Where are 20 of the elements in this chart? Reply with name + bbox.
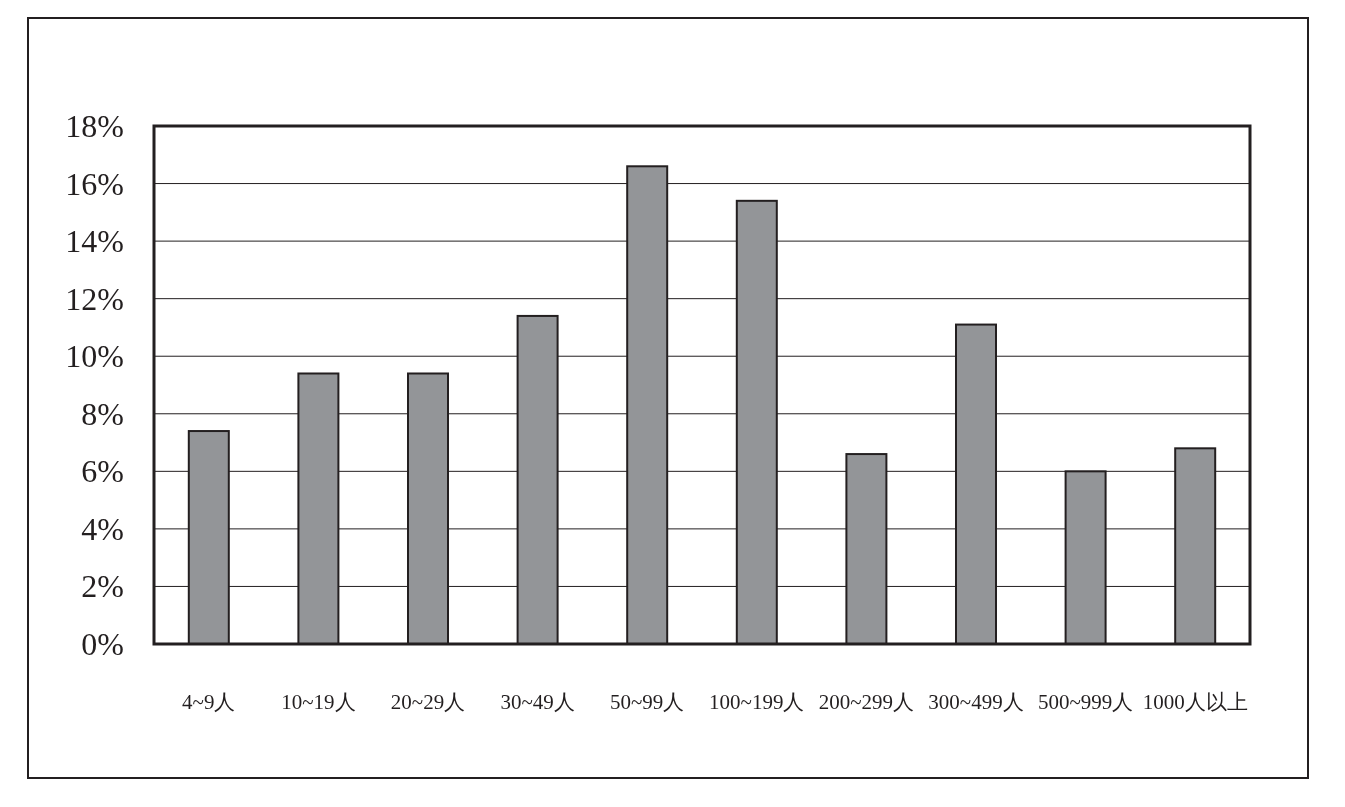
y-tick-label: 12% (65, 280, 124, 317)
x-tick-label: 100~199人 (709, 690, 805, 714)
y-tick-label: 0% (81, 626, 124, 662)
x-tick-label: 50~99人 (610, 690, 685, 714)
y-tick-label: 4% (81, 510, 124, 547)
x-tick-label: 4~9人 (182, 690, 236, 714)
y-tick-label: 6% (81, 453, 124, 490)
x-tick-label: 30~49人 (500, 690, 575, 714)
y-tick-label: 16% (65, 165, 124, 202)
x-tick-label: 300~499人 (928, 690, 1024, 714)
y-tick-label: 8% (81, 395, 124, 432)
x-tick-label: 500~999人 (1037, 690, 1134, 714)
y-tick-label: 10% (65, 338, 124, 375)
x-tick-label: 10~19人 (281, 690, 356, 714)
y-tick-label: 14% (65, 223, 124, 260)
x-tick-label: 1000人以上 (1142, 690, 1248, 714)
x-tick-label: 20~29人 (390, 690, 466, 714)
y-tick-label: 18% (65, 108, 124, 144)
x-tick-label: 200~299人 (818, 690, 915, 714)
y-tick-label: 2% (81, 568, 124, 605)
